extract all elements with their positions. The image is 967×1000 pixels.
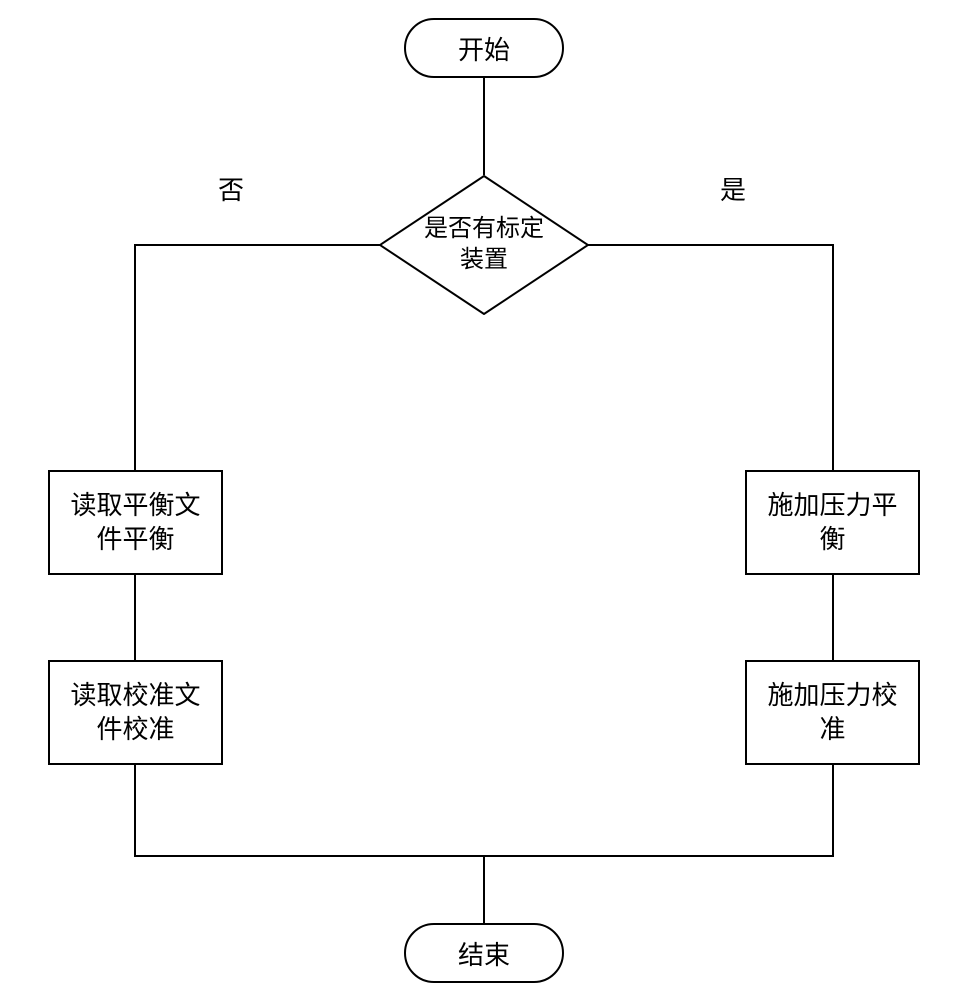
edge-decision-right-h [588, 244, 834, 246]
decision-text: 是否有标定 装置 [424, 214, 544, 276]
read-calibration-text: 读取校准文 件校准 [70, 679, 200, 747]
decision-line1: 是否有标定 [424, 216, 544, 242]
edge-start-decision [483, 78, 485, 178]
edge-readbal-readcal [134, 575, 136, 660]
read-calibration-node: 读取校准文 件校准 [48, 660, 223, 765]
label-yes: 是 [720, 170, 746, 207]
edge-applybal-applycal [832, 575, 834, 660]
start-label: 开始 [458, 30, 510, 67]
read-balance-text: 读取平衡文 件平衡 [70, 489, 200, 557]
edge-merge-end [483, 855, 485, 923]
decision-node: 是否有标定 装置 [379, 175, 589, 315]
apply-calibration-text: 施加压力校 准 [767, 679, 897, 747]
apply-balance-text: 施加压力平 衡 [767, 489, 897, 557]
end-node: 结束 [404, 923, 564, 983]
end-label: 结束 [458, 935, 510, 972]
edge-decision-left-v [134, 244, 136, 470]
apply-calibration-node: 施加压力校 准 [745, 660, 920, 765]
edge-readcal-down [134, 765, 136, 855]
read-balance-node: 读取平衡文 件平衡 [48, 470, 223, 575]
flowchart-container: 开始 是否有标定 装置 否 是 读取平衡文 件平衡 施加压力平 衡 [0, 0, 967, 1000]
edge-applycal-down [832, 765, 834, 855]
label-no: 否 [218, 170, 244, 207]
decision-line2: 装置 [460, 247, 508, 273]
apply-balance-node: 施加压力平 衡 [745, 470, 920, 575]
edge-decision-left-h [134, 244, 380, 246]
edge-decision-right-v [832, 244, 834, 470]
start-node: 开始 [404, 18, 564, 78]
